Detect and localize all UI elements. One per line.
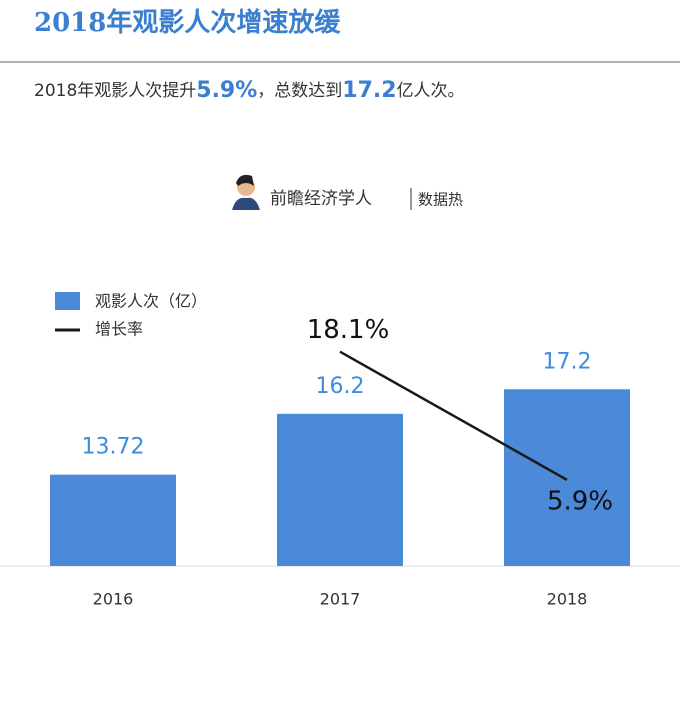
bar-value-label: 16.2 <box>316 374 365 399</box>
subtitle-highlight: 5.9% <box>196 78 257 103</box>
brand-tag: 数据热 <box>418 191 463 209</box>
line-value-label: 18.1% <box>307 315 390 345</box>
brand: 前瞻经济学人 <box>270 189 372 209</box>
subtitle-highlight: 17.2 <box>342 78 396 103</box>
subtitle-part: 2018年观影人次提升 <box>34 81 196 101</box>
subtitle: 2018年观影人次提升5.9%，总数达到17.2亿人次。 <box>34 78 465 103</box>
brand-icon <box>232 174 260 210</box>
bar-value-label: 17.2 <box>543 349 592 374</box>
x-tick-label: 2016 <box>93 590 134 609</box>
legend-swatch <box>55 292 80 310</box>
legend-label: 增长率 <box>95 320 143 339</box>
title: 2018年观影人次增速放缓 <box>34 7 341 38</box>
legend-label: 观影人次（亿） <box>95 292 207 311</box>
bar <box>504 389 630 566</box>
x-tick-label: 2018 <box>547 590 588 609</box>
x-tick-label: 2017 <box>320 590 361 609</box>
bar <box>50 474 176 566</box>
growth-line <box>339 350 568 481</box>
line-value-label: 5.9% <box>547 486 613 516</box>
subtitle-part: 亿人次。 <box>397 81 465 101</box>
subtitle-part: ，总数达到 <box>257 81 342 101</box>
bar-value-label: 13.72 <box>82 435 145 460</box>
bar <box>277 413 403 566</box>
